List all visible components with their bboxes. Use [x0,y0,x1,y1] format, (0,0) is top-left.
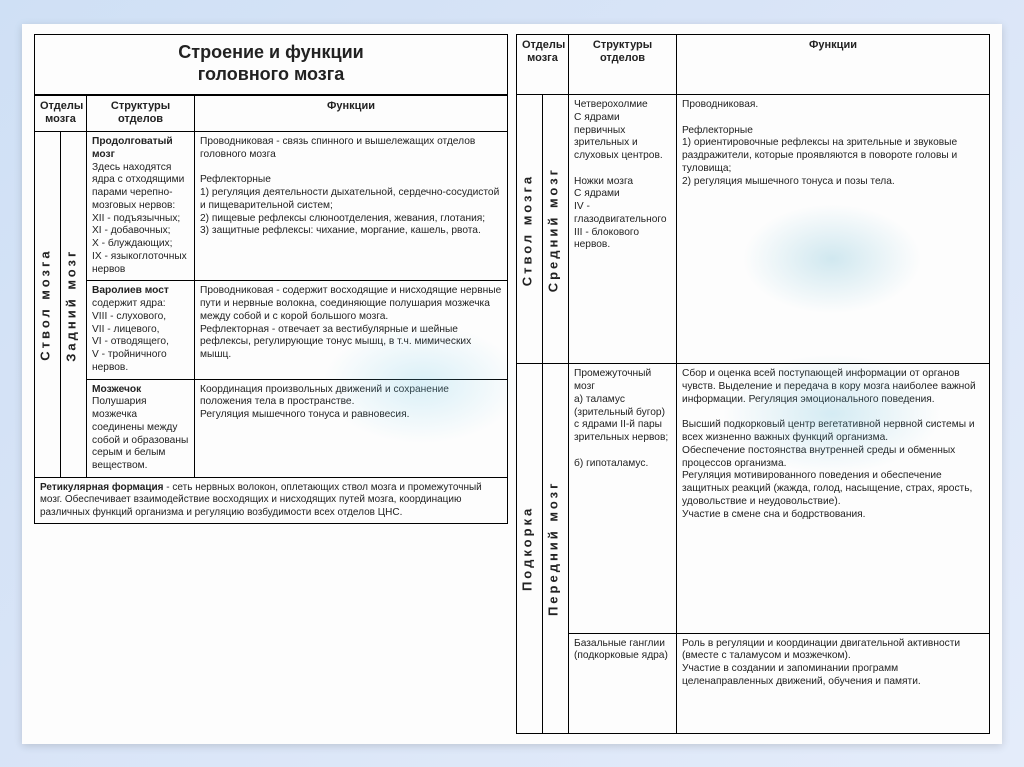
table-row: Ствол мозга Задний мозг Продолговатый мо… [35,132,508,281]
title-line2: головного мозга [39,63,503,86]
table-header-row: Отделы мозга Структуры отделов Функции [35,95,508,132]
section-vert-outer: Ствол мозга [517,95,543,364]
left-table: Отделы мозга Структуры отделов Функции С… [34,95,508,525]
col-header: Структуры отделов [87,95,195,132]
table-row: Базальные ганглии(подкорковые ядра) Роль… [517,633,990,733]
function-cell: Координация произвольных движений и сохр… [195,379,508,477]
function-cell: Проводниковая.Рефлекторные1) ориентирово… [677,95,990,364]
table-row: Варолиев мост содержит ядра:VIII - слухо… [35,281,508,379]
document-sheet: Строение и функции головного мозга Отдел… [22,24,1002,744]
structure-cell: ЧетверохолмиеС ядрами первичных зрительн… [569,95,677,364]
structure-cell: Промежуточный мозга) таламус (зрительный… [569,364,677,633]
col-header: Структуры отделов [569,34,677,95]
footer-cell: Ретикулярная формация - сеть нервных вол… [35,477,508,524]
function-cell: Роль в регуляции и координации двигатель… [677,633,990,733]
structure-title: Продолговатый мозг [92,136,173,160]
structure-title: Варолиев мост [92,285,169,296]
section-vert-inner: Передний мозг [543,364,569,733]
structure-body: Полушария мозжечка соединены между собой… [92,396,188,471]
col-header: Функции [195,95,508,132]
table-row: Ствол мозга Средний мозг ЧетверохолмиеС … [517,95,990,364]
section-vert-outer: Подкорка [517,364,543,733]
section-vert-inner: Средний мозг [543,95,569,364]
structure-body: содержит ядра:VIII - слухового,VII - лиц… [92,298,169,373]
table-row: Подкорка Передний мозг Промежуточный моз… [517,364,990,633]
structure-body: Здесь находятся ядра с отходящими парами… [92,162,187,275]
table-footer-row: Ретикулярная формация - сеть нервных вол… [35,477,508,524]
right-panel: Отделы мозга Структуры отделов Функции С… [516,34,990,734]
function-cell: Проводниковая - содержит восходящие и ни… [195,281,508,379]
structure-cell: Варолиев мост содержит ядра:VIII - слухо… [87,281,195,379]
structure-cell: Мозжечок Полушария мозжечка соединены ме… [87,379,195,477]
col-header: Отделы мозга [35,95,87,132]
structure-cell: Базальные ганглии(подкорковые ядра) [569,633,677,733]
right-table: Отделы мозга Структуры отделов Функции С… [516,34,990,734]
col-header: Отделы мозга [517,34,569,95]
table-row: Мозжечок Полушария мозжечка соединены ме… [35,379,508,477]
title-line1: Строение и функции [178,42,363,62]
section-vert-outer: Ствол мозга [35,132,61,478]
footer-title: Ретикулярная формация [40,482,164,493]
function-cell: Проводниковая - связь спинного и вышележ… [195,132,508,281]
document-title: Строение и функции головного мозга [34,34,508,95]
structure-cell: Продолговатый мозг Здесь находятся ядра … [87,132,195,281]
structure-title: Мозжечок [92,384,141,395]
left-panel: Строение и функции головного мозга Отдел… [34,34,508,734]
function-cell: Сбор и оценка всей поступающей информаци… [677,364,990,633]
col-header: Функции [677,34,990,95]
table-header-row: Отделы мозга Структуры отделов Функции [517,34,990,95]
section-vert-inner: Задний мозг [61,132,87,478]
